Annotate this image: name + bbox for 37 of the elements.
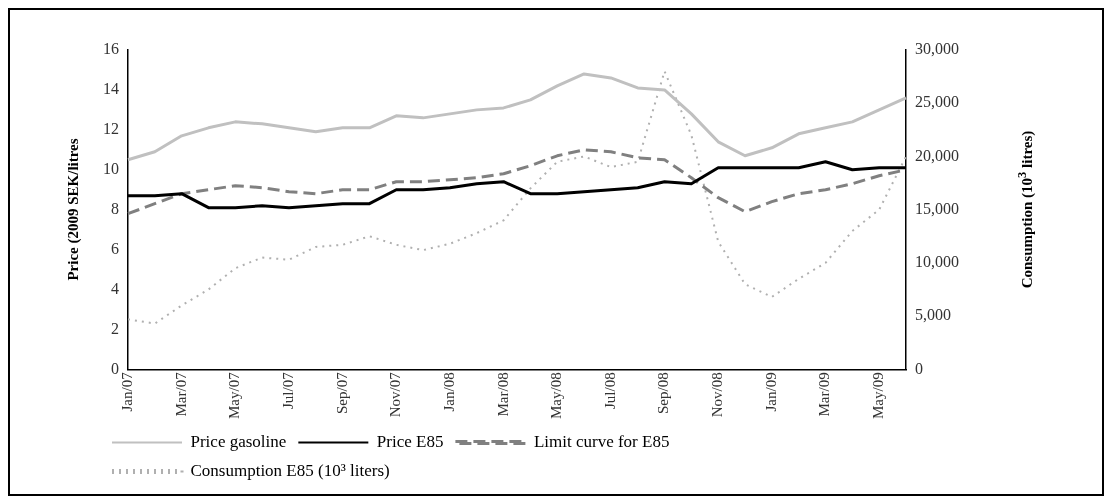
- y2-tick-label: 15,000: [915, 199, 959, 217]
- legend-label: Price E85: [376, 431, 444, 451]
- y2-tick-label: 25,000: [915, 93, 959, 111]
- x-tick-label: May/09: [870, 372, 887, 420]
- x-tick-label: Jan/07: [118, 371, 135, 412]
- x-tick-label: Jan/08: [440, 372, 457, 412]
- y-tick-label: 14: [103, 80, 119, 98]
- y-tick-label: 12: [103, 120, 119, 138]
- y-tick-label: 0: [111, 359, 119, 377]
- y2-tick-label: 10,000: [915, 253, 959, 271]
- x-tick-label: Mar/07: [172, 371, 189, 417]
- legend-label: Price gasoline: [190, 431, 287, 451]
- x-tick-label: Nov/07: [387, 371, 404, 418]
- x-tick-label: Mar/08: [494, 372, 511, 417]
- y-tick-label: 8: [111, 199, 119, 217]
- legend-label: Consumption E85 (10³ liters): [190, 460, 390, 480]
- y2-tick-label: 0: [915, 359, 923, 377]
- legend-label: Limit curve for E85: [533, 431, 670, 451]
- x-tick-label: Mar/09: [816, 372, 833, 417]
- x-tick-label: May/08: [548, 372, 565, 420]
- y-tick-label: 4: [111, 279, 119, 297]
- x-tick-label: Jul/08: [601, 372, 618, 410]
- x-tick-label: Jul/07: [279, 371, 296, 410]
- y2-tick-label: 5,000: [915, 306, 951, 324]
- y-tick-label: 16: [103, 40, 119, 58]
- x-tick-label: May/07: [226, 371, 243, 420]
- x-tick-label: Jan/09: [762, 372, 779, 412]
- y-tick-label: 2: [111, 319, 119, 337]
- x-tick-label: Nov/08: [709, 372, 726, 418]
- x-tick-label: Sep/08: [655, 372, 672, 415]
- y-tick-label: 6: [111, 239, 119, 257]
- y-axis-title: Price (2009 SEK/litres: [64, 138, 82, 281]
- y2-tick-label: 30,000: [915, 40, 959, 58]
- y2-tick-label: 20,000: [915, 146, 959, 164]
- x-tick-label: Sep/07: [333, 371, 350, 415]
- y-tick-label: 10: [103, 159, 119, 177]
- line-series: [127, 70, 907, 325]
